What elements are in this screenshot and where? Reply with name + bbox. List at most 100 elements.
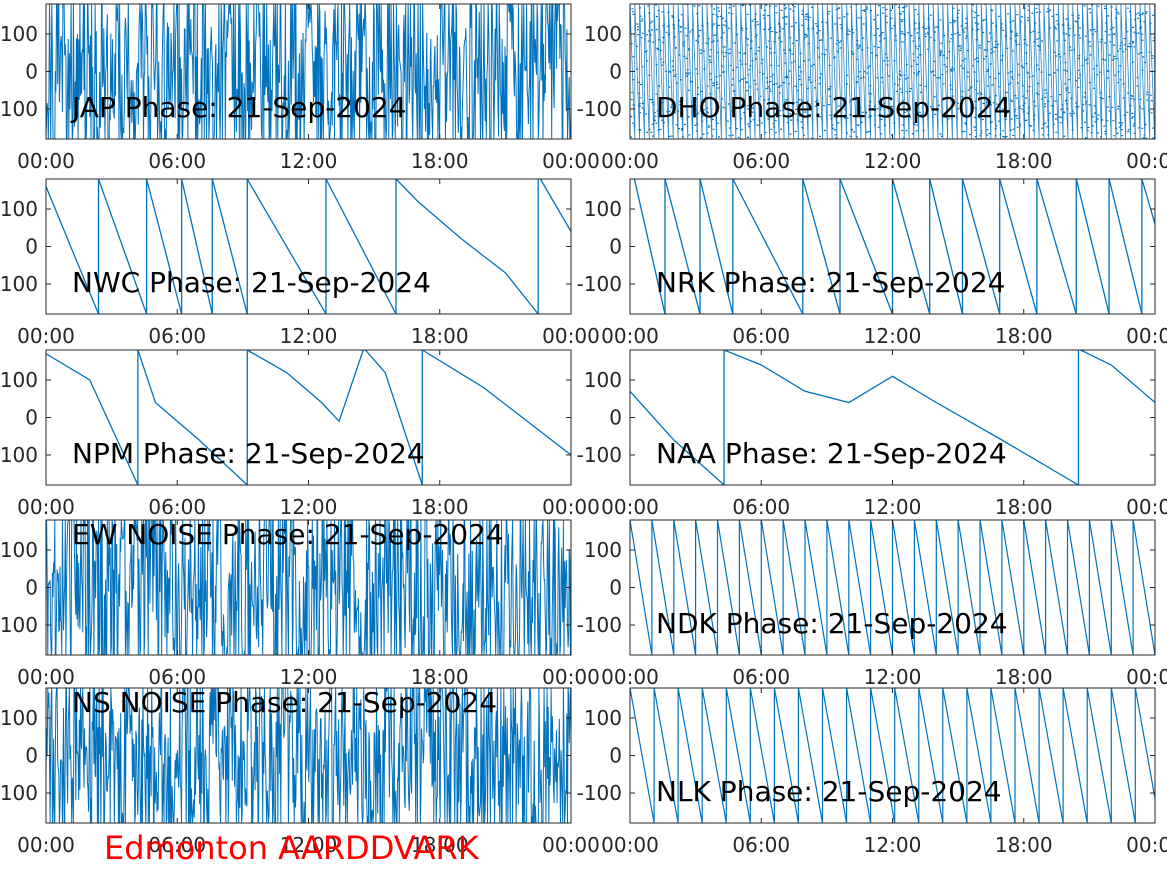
x-tick-label: 06:00 <box>148 495 206 519</box>
phase-trace-segment <box>211 179 248 314</box>
x-tick-label: 00:00 <box>542 149 600 173</box>
x-tick-label: 00:00 <box>601 833 659 857</box>
x-tick-label: 12:00 <box>280 495 338 519</box>
x-tick-label: 06:00 <box>732 324 790 348</box>
y-tick-label: 0 <box>25 744 38 768</box>
trace-group <box>46 350 571 485</box>
x-tick-label: 00:00 <box>1126 324 1167 348</box>
phase-trace-segment <box>539 179 571 232</box>
y-tick-label: -100 <box>0 613 38 637</box>
x-tick-label: 00:00 <box>17 149 75 173</box>
subplot-title: NWC Phase: 21-Sep-2024 <box>72 266 431 299</box>
x-tick-label: 00:00 <box>17 495 75 519</box>
y-tick-label: 0 <box>609 744 622 768</box>
phase-trace-segment <box>180 179 213 314</box>
subplot-9: 100 0 -100 00:00 06:00 12:00 18:00 00:00 NS NOIS… <box>0 686 600 857</box>
plot-area <box>46 179 571 314</box>
phase-trace <box>46 520 571 655</box>
subplot-1: 100 0 -100 00:00 06:00 12:00 18:00 00:00 JAP Pha… <box>0 3 600 173</box>
phase-trace <box>46 4 571 139</box>
subplot-3: 100 0 -100 00:00 06:00 12:00 18:00 00:00 NWC Pha… <box>0 178 600 348</box>
phase-trace-segment <box>364 350 423 485</box>
subplot-title: NLK Phase: 21-Sep-2024 <box>656 775 1002 808</box>
x-tick-label: 00:00 <box>542 665 600 689</box>
trace-group <box>630 520 1155 655</box>
phase-trace-segment <box>97 179 148 314</box>
phase-trace-segment <box>1080 350 1155 403</box>
phase-trace-segment <box>839 179 894 314</box>
phase-trace-segment <box>891 179 931 314</box>
phase-trace <box>630 4 1155 139</box>
x-tick-label: 00:00 <box>1126 665 1167 689</box>
x-tick-label: 00:00 <box>542 495 600 519</box>
phase-trace-segment <box>46 353 139 485</box>
trace-group <box>630 350 1155 485</box>
x-tick-label: 12:00 <box>864 324 922 348</box>
y-tick-label: -100 <box>0 97 38 121</box>
subplot-7: 100 0 -100 00:00 06:00 12:00 18:00 00:00 EW NOIS… <box>0 518 600 689</box>
y-tick-label: -100 <box>577 97 622 121</box>
y-tick-label: -100 <box>577 443 622 467</box>
x-tick-label: 00:00 <box>17 324 75 348</box>
x-tick-label: 18:00 <box>411 665 469 689</box>
trace-group <box>46 688 571 823</box>
x-tick-label: 06:00 <box>732 665 790 689</box>
y-tick-label: 0 <box>25 406 38 430</box>
x-tick-label: 12:00 <box>864 833 922 857</box>
subplot-2: 100 0 -100 00:00 06:00 12:00 18:00 00:00 DHO Pha… <box>577 3 1167 173</box>
phase-trace <box>630 520 1155 655</box>
phase-trace-segment <box>325 179 397 314</box>
y-tick-label: 0 <box>609 576 622 600</box>
subplot-4: 100 0 -100 00:00 06:00 12:00 18:00 00:00 NRK Pha… <box>577 178 1167 348</box>
x-tick-label: 18:00 <box>411 149 469 173</box>
phase-trace-segment <box>999 179 1038 314</box>
trace-group <box>630 688 1155 823</box>
x-tick-label: 00:00 <box>601 324 659 348</box>
x-tick-label: 12:00 <box>864 495 922 519</box>
y-tick-label: 100 <box>0 197 38 221</box>
x-tick-label: 18:00 <box>995 495 1053 519</box>
y-tick-label: 100 <box>584 706 622 730</box>
subplot-title: EW NOISE Phase: 21-Sep-2024 <box>72 518 504 551</box>
trace-group <box>630 4 1155 139</box>
x-tick-label: 06:00 <box>148 665 206 689</box>
x-tick-label: 06:00 <box>732 149 790 173</box>
y-tick-label: 0 <box>609 235 622 259</box>
x-tick-label: 00:00 <box>542 324 600 348</box>
x-tick-label: 00:00 <box>1126 149 1167 173</box>
subplot-10: 100 0 -100 00:00 06:00 12:00 18:00 00:00 NLK Pha… <box>577 687 1167 857</box>
trace-group <box>46 4 571 139</box>
phase-trace-segment <box>630 390 725 485</box>
x-tick-label: 00:00 <box>601 495 659 519</box>
phase-noise-dots <box>630 4 1155 139</box>
x-tick-label: 00:00 <box>1126 495 1167 519</box>
x-tick-label: 12:00 <box>864 149 922 173</box>
x-tick-label: 12:00 <box>280 665 338 689</box>
subplot-title: NRK Phase: 21-Sep-2024 <box>656 266 1005 299</box>
phase-trace-segment <box>246 179 327 314</box>
y-tick-label: 0 <box>25 60 38 84</box>
x-tick-label: 18:00 <box>411 324 469 348</box>
x-tick-label: 18:00 <box>995 665 1053 689</box>
subplot-6: 100 0 -100 00:00 06:00 12:00 18:00 00:00 NAA Pha… <box>577 349 1167 519</box>
y-tick-label: 100 <box>584 197 622 221</box>
trace-group <box>46 520 571 655</box>
figure-footer: Edmonton AARDDVARK <box>104 829 479 867</box>
phase-trace <box>46 688 571 823</box>
trace-group <box>46 179 571 314</box>
subplot-title: NS NOISE Phase: 21-Sep-2024 <box>72 686 497 719</box>
y-tick-label: -100 <box>0 272 38 296</box>
x-tick-label: 00:00 <box>17 665 75 689</box>
phase-trace-segment <box>929 179 964 314</box>
phase-trace-segment <box>1036 179 1077 314</box>
phase-trace-segment <box>961 179 1001 314</box>
subplot-8: 100 0 -100 00:00 06:00 12:00 18:00 00:00 NDK Pha… <box>577 519 1167 689</box>
x-tick-label: 12:00 <box>280 149 338 173</box>
y-tick-label: -100 <box>0 781 38 805</box>
phase-trace-segment <box>395 179 539 314</box>
x-tick-label: 06:00 <box>148 324 206 348</box>
y-tick-label: 100 <box>0 706 38 730</box>
x-tick-label: 18:00 <box>995 833 1053 857</box>
x-tick-label: 00:00 <box>601 665 659 689</box>
